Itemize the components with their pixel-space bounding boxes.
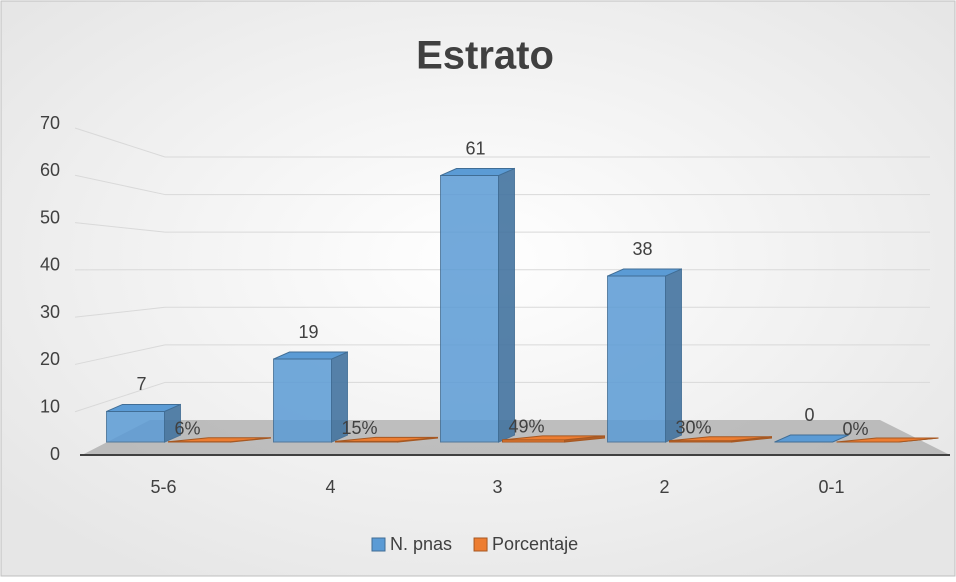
bar <box>608 269 682 442</box>
y-tick-label: 40 <box>40 255 60 275</box>
bar-front <box>107 411 165 442</box>
x-tick-label: 5-6 <box>150 477 176 497</box>
x-tick-label: 0-1 <box>818 477 844 497</box>
data-label: 0% <box>843 419 869 439</box>
data-label: 6% <box>175 419 201 439</box>
bar-front <box>441 176 499 443</box>
bar <box>107 404 181 442</box>
chart-title: Estrato <box>416 34 554 78</box>
legend-swatch <box>474 538 487 551</box>
bar-front <box>608 276 666 442</box>
x-tick-label: 2 <box>659 477 669 497</box>
y-tick-label: 0 <box>50 444 60 464</box>
y-tick-label: 20 <box>40 349 60 369</box>
bar <box>441 169 515 443</box>
x-tick-label: 3 <box>492 477 502 497</box>
legend-swatch <box>372 538 385 551</box>
data-label: 30% <box>676 417 712 437</box>
data-label: 0 <box>804 405 814 425</box>
bar <box>274 352 348 442</box>
y-tick-label: 70 <box>40 113 60 133</box>
y-tick-label: 30 <box>40 302 60 322</box>
x-tick-label: 4 <box>325 477 335 497</box>
data-label: 19 <box>298 322 318 342</box>
bar-side <box>666 269 682 442</box>
data-label: 49% <box>509 417 545 437</box>
y-tick-label: 60 <box>40 160 60 180</box>
y-tick-label: 10 <box>40 396 60 416</box>
bar-front <box>274 359 332 442</box>
legend-label: N. pnas <box>390 534 452 554</box>
data-label: 38 <box>632 239 652 259</box>
bar-side <box>499 169 515 443</box>
data-label: 15% <box>342 418 378 438</box>
data-label: 61 <box>465 138 485 158</box>
legend-label: Porcentaje <box>492 534 578 554</box>
y-tick-label: 50 <box>40 207 60 227</box>
data-label: 7 <box>136 374 146 394</box>
